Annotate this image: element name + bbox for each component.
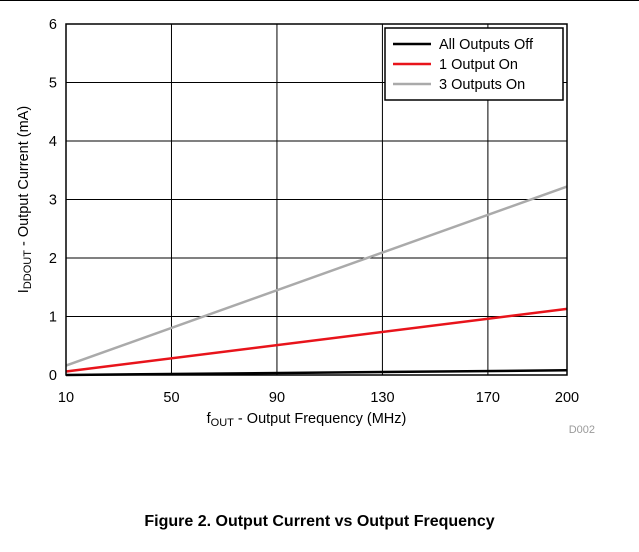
series-line: [65, 307, 568, 373]
series-line: [65, 369, 568, 377]
x-tick-label: 50: [163, 390, 179, 406]
y-tick-label: 6: [49, 17, 57, 33]
series-group: [65, 185, 568, 377]
figure-code: D002: [569, 424, 595, 436]
y-axis-label: IDDOUT - Output Current (mA): [16, 106, 34, 293]
y-tick-label: 4: [49, 134, 57, 150]
legend-entry: All Outputs Off: [439, 37, 534, 53]
chart-svg: 10 50 90 130 170 200 0 1 2 3 4 5 6 fOUT - Output Fr…: [16, 17, 595, 436]
plot-frame: [65, 23, 568, 376]
y-tick-label: 0: [49, 368, 57, 384]
legend: All Outputs Off 1 Output On 3 Outputs On: [384, 27, 564, 101]
x-tick-label: 10: [58, 390, 74, 406]
series-line: [65, 185, 568, 367]
page-top-rule: [0, 0, 639, 1]
legend-entry: 3 Outputs On: [439, 77, 525, 93]
y-tick-label: 2: [49, 251, 57, 267]
y-tick-label: 1: [49, 310, 57, 326]
grid-lines: [66, 24, 567, 375]
y-tick-labels: 0 1 2 3 4 5 6: [49, 17, 57, 384]
x-tick-label: 130: [370, 390, 394, 406]
x-tick-label: 200: [555, 390, 579, 406]
figure-caption: Figure 2. Output Current vs Output Frequ…: [144, 513, 495, 530]
y-tick-label: 3: [49, 193, 57, 209]
x-tick-label: 170: [476, 390, 500, 406]
y-tick-label: 5: [49, 76, 57, 92]
legend-entry: 1 Output On: [439, 57, 518, 73]
x-tick-label: 90: [269, 390, 285, 406]
x-axis-label: fOUT - Output Frequency (MHz): [207, 411, 407, 429]
x-tick-labels: 10 50 90 130 170 200: [58, 390, 579, 406]
